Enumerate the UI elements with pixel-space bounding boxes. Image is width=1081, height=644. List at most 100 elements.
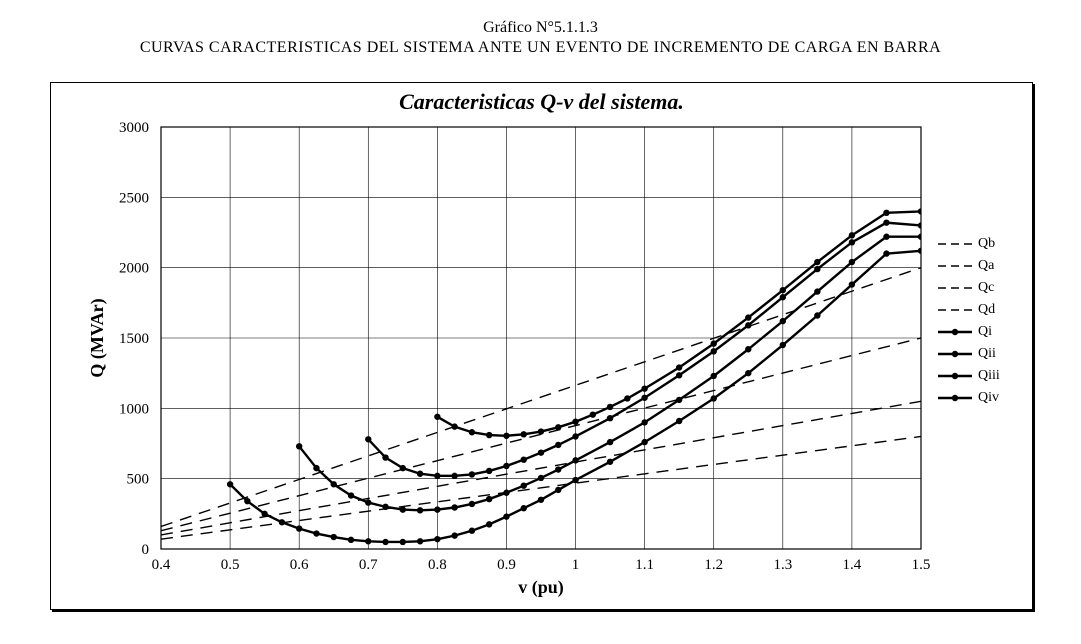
- marker-Qi: [521, 505, 527, 511]
- marker-Qii: [555, 466, 561, 472]
- legend-label-Qd: Qd: [978, 299, 995, 321]
- marker-Qi: [279, 519, 285, 525]
- marker-Qiv: [555, 424, 561, 430]
- x-tick-label: 0.9: [497, 557, 516, 573]
- y-axis-label: Q (MVAr): [87, 298, 108, 377]
- legend-item-Qb: Qb: [938, 233, 1018, 255]
- x-tick-label: 0.4: [152, 557, 171, 573]
- marker-Qii: [503, 490, 509, 496]
- marker-Qiv: [745, 314, 751, 320]
- y-tick-label: 1500: [119, 331, 149, 347]
- marker-Qiv: [434, 414, 440, 420]
- y-tick-label: 500: [127, 472, 150, 488]
- marker-Qiv: [590, 411, 596, 417]
- marker-Qiii: [572, 433, 578, 439]
- legend-item-Qii: Qii: [938, 343, 1018, 365]
- marker-Qi: [503, 513, 509, 519]
- marker-Qi: [607, 459, 613, 465]
- marker-Qiv: [849, 232, 855, 238]
- marker-Qi: [296, 525, 302, 531]
- marker-Qiii: [641, 395, 647, 401]
- legend-swatch-Qa: [938, 259, 972, 273]
- marker-Qi: [469, 528, 475, 534]
- marker-Qii: [572, 457, 578, 463]
- marker-Qiv: [469, 429, 475, 435]
- marker-Qi: [400, 539, 406, 545]
- marker-Qiii: [676, 372, 682, 378]
- x-tick-label: 1: [572, 557, 580, 573]
- marker-Qiii: [918, 222, 924, 228]
- legend-swatch-Qc: [938, 281, 972, 295]
- marker-Qi: [348, 537, 354, 543]
- legend-label-Qiv: Qiv: [978, 387, 999, 409]
- marker-Qiv: [814, 259, 820, 265]
- legend-item-Qc: Qc: [938, 277, 1018, 299]
- marker-Qiii: [745, 322, 751, 328]
- caption-line1: Gráfico N°5.1.1.3: [0, 18, 1081, 38]
- marker-Qiv: [676, 364, 682, 370]
- caption-line2: CURVAS CARACTERISTICAS DEL SISTEMA ANTE …: [0, 38, 1081, 58]
- marker-Qiii: [417, 471, 423, 477]
- marker-Qiv: [780, 287, 786, 293]
- marker-Qii: [849, 259, 855, 265]
- marker-Qii: [607, 439, 613, 445]
- marker-Qiv: [503, 433, 509, 439]
- marker-Qii: [745, 346, 751, 352]
- legend: QbQaQcQdQiQiiQiiiQiv: [938, 233, 1018, 409]
- marker-Qii: [417, 507, 423, 513]
- marker-Qi: [434, 536, 440, 542]
- marker-Qi: [883, 250, 889, 256]
- legend-swatch-Qiii: [938, 369, 972, 383]
- legend-swatch-Qii: [938, 347, 972, 361]
- legend-label-Qii: Qii: [978, 343, 996, 365]
- marker-Qiv: [918, 208, 924, 214]
- marker-Qi: [814, 312, 820, 318]
- legend-item-Qi: Qi: [938, 321, 1018, 343]
- legend-label-Qc: Qc: [978, 277, 994, 299]
- marker-Qii: [641, 419, 647, 425]
- marker-Qiii: [607, 415, 613, 421]
- marker-Qiv: [451, 423, 457, 429]
- marker-Qi: [572, 477, 578, 483]
- figure-caption: Gráfico N°5.1.1.3 CURVAS CARACTERISTICAS…: [0, 0, 1081, 58]
- legend-swatch-Qi: [938, 325, 972, 339]
- marker-Qi: [313, 530, 319, 536]
- marker-Qii: [486, 496, 492, 502]
- marker-Qiv: [607, 404, 613, 410]
- marker-Qiii: [469, 471, 475, 477]
- marker-Qi: [244, 498, 250, 504]
- x-tick-label: 0.5: [221, 557, 240, 573]
- marker-Qi: [261, 511, 267, 517]
- marker-Qiii: [434, 473, 440, 479]
- marker-Qii: [711, 373, 717, 379]
- legend-label-Qi: Qi: [978, 321, 992, 343]
- x-tick-label: 1.3: [773, 557, 792, 573]
- marker-Qii: [348, 492, 354, 498]
- marker-Qii: [521, 483, 527, 489]
- marker-Qi: [849, 281, 855, 287]
- marker-Qiii: [883, 219, 889, 225]
- marker-Qiii: [400, 465, 406, 471]
- marker-Qi: [382, 539, 388, 545]
- x-tick-label: 1.5: [912, 557, 931, 573]
- marker-Qi: [780, 342, 786, 348]
- legend-label-Qa: Qa: [978, 255, 994, 277]
- legend-swatch-Qb: [938, 237, 972, 251]
- marker-Qiv: [538, 428, 544, 434]
- marker-Qii: [296, 443, 302, 449]
- marker-Qii: [469, 501, 475, 507]
- legend-item-Qa: Qa: [938, 255, 1018, 277]
- marker-Qii: [814, 288, 820, 294]
- marker-Qi: [538, 497, 544, 503]
- x-tick-label: 1.2: [704, 557, 723, 573]
- marker-Qii: [918, 234, 924, 240]
- x-tick-label: 1.4: [843, 557, 862, 573]
- marker-Qii: [451, 504, 457, 510]
- marker-Qii: [400, 506, 406, 512]
- legend-item-Qd: Qd: [938, 299, 1018, 321]
- legend-label-Qiii: Qiii: [978, 365, 1000, 387]
- y-tick-label: 2500: [119, 190, 149, 206]
- marker-Qi: [641, 439, 647, 445]
- y-tick-label: 3000: [119, 120, 149, 136]
- marker-Qii: [331, 481, 337, 487]
